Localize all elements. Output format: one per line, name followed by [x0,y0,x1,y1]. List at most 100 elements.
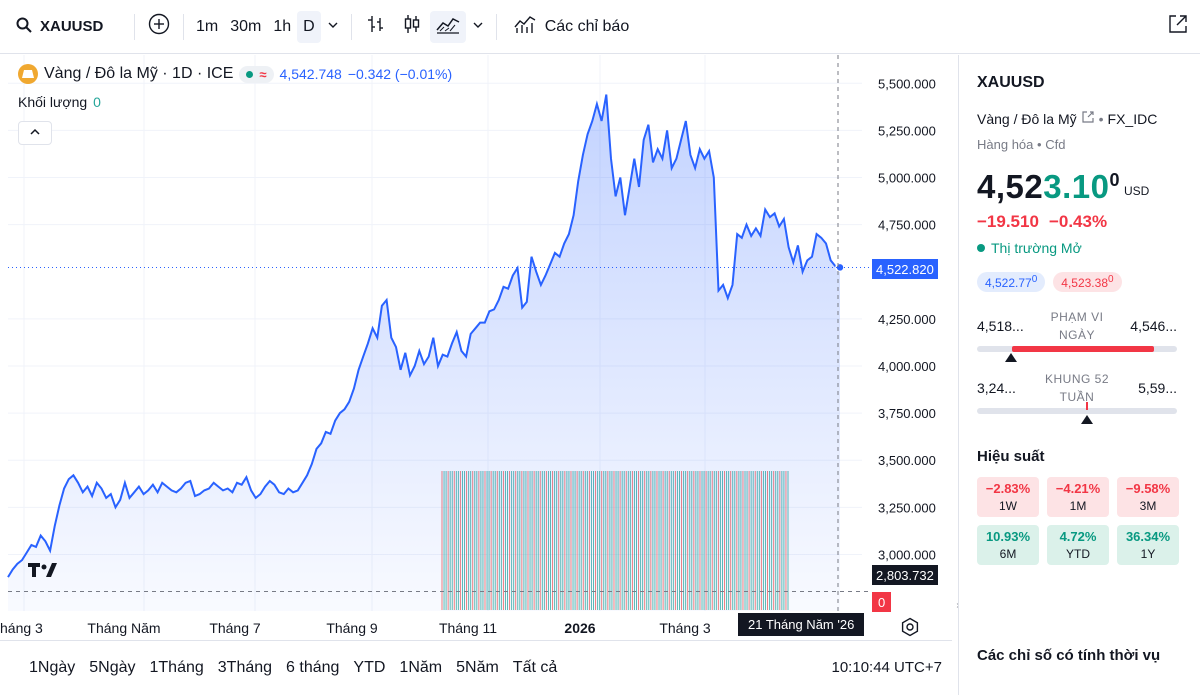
y-tick-label: 4,000.000 [878,359,936,374]
bid-superscript: 0 [1031,274,1038,285]
year-range-tick [1086,402,1088,410]
y-tick-label: 3,000.000 [878,547,936,562]
perf-1m[interactable]: −4.21% 1M [1047,477,1109,517]
panel-name-row: Vàng / Đô la Mỹ • FX_IDC [977,110,1200,127]
range-all-button[interactable]: Tất cả [512,659,558,676]
external-link-icon[interactable] [1081,110,1095,127]
symbol-search[interactable]: XAUUSD [0,0,128,53]
clock-timezone[interactable]: 10:10:44 UTC+7 [831,659,943,676]
volume-tag: 0 [872,592,892,612]
interval-1m-button[interactable]: 1m [196,17,219,35]
legend-change: −0.342 (−0.01%) [347,66,453,82]
gold-icon [18,64,38,84]
x-tick-label: Tháng 7 [209,620,261,636]
range-3m-button[interactable]: 3Tháng [217,659,273,676]
range-1d-button[interactable]: 1Ngày [29,659,76,676]
divider [183,13,184,40]
x-tick-label: Tháng 11 [439,620,497,636]
chart-legend: Vàng / Đô la Mỹ · 1D · ICE ≈ 4,542.748 −… [18,64,452,84]
change-value: −19.510 [977,212,1039,231]
market-status[interactable]: Thị trường Mở [977,240,1200,256]
year-range-track [977,402,1177,424]
legend-value: 4,542.748 [279,66,342,82]
interval-30m-button[interactable]: 30m [230,17,262,35]
day-range-marker-icon [1005,353,1017,362]
perf-value: −9.58% [1125,481,1171,496]
seasonals-title[interactable]: Các chỉ số có tính thời vụ [977,647,1161,664]
collapse-legend-button[interactable] [18,121,52,145]
area-chart-icon [435,13,461,40]
price-superscript: 0 [1109,170,1120,190]
market-status-label: Thị trường Mở [991,240,1082,256]
tradingview-logo[interactable] [26,560,60,586]
interval-d-button[interactable]: D [297,10,321,43]
y-tick-label: 3,250.000 [878,500,936,515]
ask-value: 4,523.38 [1061,276,1108,290]
open-external-button[interactable] [1166,12,1190,39]
panel-category-row: Hàng hóa • Cfd [977,137,1200,152]
panel-category: Hàng hóa [977,137,1034,152]
perf-1w[interactable]: −2.83% 1W [977,477,1039,517]
panel-symbol[interactable]: XAUUSD [977,74,1045,91]
perf-value: 36.34% [1125,529,1171,544]
perf-label: 6M [999,547,1017,561]
year-range-low: 3,24... [977,380,1016,396]
chevron-down-icon [327,18,339,36]
external-link-icon [1166,15,1190,39]
perf-label: 1M [1069,499,1087,513]
status-dot-icon [977,244,985,252]
y-tick-label: 3,750.000 [878,406,936,421]
range-1y-button[interactable]: 1Năm [399,659,443,676]
interval-1h-button[interactable]: 1h [273,17,292,35]
divider [495,13,497,40]
chart-area[interactable]: 5,500.000 5,250.000 5,000.000 4,750.000 4,25… [0,55,952,640]
range-6m-button[interactable]: 6 tháng [286,659,340,676]
range-5y-button[interactable]: 5Năm [456,659,499,676]
top-toolbar: XAUUSD 1m 30m 1h D [0,0,1200,54]
gear-icon [900,617,920,641]
y-tick-label: 5,500.000 [878,76,936,91]
y-tick-label: 4,250.000 [878,312,936,327]
x-tick-label: Tháng Năm [87,620,160,636]
perf-label: 1Y [1140,547,1156,561]
performance-grid: −2.83% 1W −4.21% 1M −9.58% 3M 10.93% 6M 4.72… [977,477,1200,565]
year-range: 3,24... KHUNG 52 TUẦN 5,59... [977,368,1177,414]
indicators-button[interactable]: Các chỉ báo [503,13,640,40]
bid-ask-row: 4,522.770 4,523.380 [977,272,1200,292]
bid-value: 4,522.77 [985,276,1032,290]
chart-settings-button[interactable] [900,617,920,642]
time-range-bar: 1Ngày 5Ngày 1Tháng 3Tháng 6 tháng YTD 1N… [0,640,952,695]
panel-source[interactable]: FX_IDC [1107,110,1158,127]
bullet: • [1098,110,1104,127]
ask-superscript: 0 [1108,274,1114,285]
price-green-part: 3.10 [1043,168,1110,205]
perf-value: −4.21% [1055,481,1101,496]
perf-value: 4.72% [1059,529,1097,544]
range-1m-button[interactable]: 1Tháng [149,659,204,676]
perf-3m[interactable]: −9.58% 3M [1117,477,1179,517]
panel-name[interactable]: Vàng / Đô la Mỹ [977,110,1077,127]
perf-label: YTD [1066,547,1090,561]
perf-6m[interactable]: 10.93% 6M [977,525,1039,565]
market-status-pill[interactable]: ≈ [239,65,274,83]
chart-type-dropdown-button[interactable] [466,11,490,43]
chevron-up-icon [29,126,41,140]
area-chart-type-button[interactable] [429,10,466,43]
price-chart[interactable]: 5,500.000 5,250.000 5,000.000 4,750.000 4,25… [0,55,952,640]
candle-chart-type-button[interactable] [394,11,430,43]
chevron-down-icon [472,18,484,36]
range-ytd-button[interactable]: YTD [353,659,386,676]
year-range-marker-icon [1081,415,1093,424]
perf-1y[interactable]: 36.34% 1Y [1117,525,1179,565]
bars-icon [365,13,387,40]
panel-price: 4,523.100 USD [977,168,1200,206]
range-5d-button[interactable]: 5Ngày [89,659,136,676]
compare-add-button[interactable] [141,11,177,43]
candles-icon [401,13,423,40]
indicators-icon [513,13,537,40]
perf-value: 10.93% [985,529,1031,544]
x-tick-label: 2026 [564,620,595,636]
interval-dropdown-button[interactable] [321,11,345,43]
bar-chart-type-button[interactable] [358,11,394,43]
perf-ytd[interactable]: 4.72% YTD [1047,525,1109,565]
